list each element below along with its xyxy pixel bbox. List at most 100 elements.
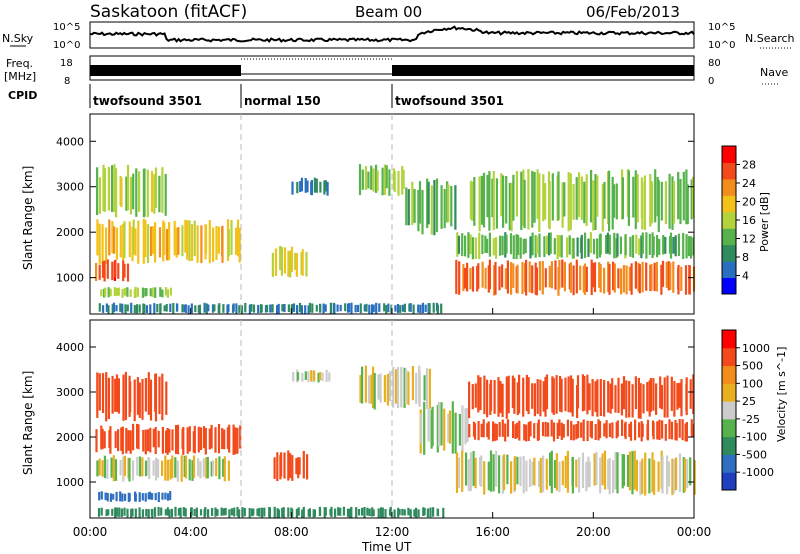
heatmap-cell: [164, 509, 167, 516]
heatmap-cell: [663, 377, 666, 418]
heatmap-cell: [298, 302, 302, 313]
heatmap-cell: [339, 304, 342, 312]
heatmap-cell: [159, 303, 162, 312]
heatmap-cell: [109, 493, 112, 502]
heatmap-cell: [398, 509, 401, 516]
heatmap-cell: [486, 174, 489, 218]
heatmap-cell: [652, 236, 655, 256]
heatmap-cell: [397, 170, 400, 196]
heatmap-cell: [421, 302, 425, 314]
heatmap-cell: [141, 457, 144, 477]
heatmap-cell: [466, 407, 469, 442]
heatmap-cell: [271, 304, 274, 313]
heatmap-cell: [250, 304, 253, 312]
heatmap-cell: [673, 380, 676, 417]
heatmap-cell: [578, 457, 581, 493]
colorbar-swatch: [722, 244, 736, 262]
heatmap-cell: [440, 303, 443, 314]
heatmap-cell: [563, 182, 566, 217]
heatmap-cell: [507, 375, 510, 414]
heatmap-cell: [426, 508, 429, 518]
heatmap-cell: [203, 302, 206, 313]
heatmap-cell: [344, 303, 347, 312]
heatmap-cell: [401, 304, 404, 312]
heatmap-cell: [297, 457, 300, 479]
heatmap-cell: [372, 168, 375, 192]
heatmap-cell: [306, 180, 309, 193]
heatmap-cell: [321, 372, 324, 382]
heatmap-cell: [504, 423, 507, 442]
heatmap-cell: [613, 232, 616, 259]
nsky-tick-low: 10^0: [53, 40, 80, 51]
heatmap-cell: [126, 263, 130, 282]
heatmap-cell: [100, 507, 103, 516]
heatmap-cell: [656, 176, 659, 217]
heatmap-cell: [582, 419, 585, 442]
heatmap-cell: [486, 238, 489, 254]
heatmap-cell: [378, 303, 381, 312]
heatmap-cell: [494, 261, 497, 295]
heatmap-cell: [280, 452, 283, 477]
heatmap-cell: [505, 234, 508, 254]
heatmap-cell: [666, 375, 669, 418]
heatmap-cell: [372, 509, 375, 517]
colorbar-tick-label: 100: [742, 377, 763, 390]
heatmap-cell: [149, 427, 152, 453]
heatmap-cell: [477, 263, 480, 289]
heatmap-cell: [230, 508, 233, 516]
cpid-segment-label: twofsound 3501: [395, 94, 504, 108]
heatmap-cell: [110, 457, 113, 478]
colorbar-tick-label: 24: [742, 177, 756, 190]
heatmap-cell: [147, 492, 150, 500]
heatmap-cell: [144, 288, 147, 297]
heatmap-cell: [105, 303, 108, 312]
heatmap-cell: [176, 460, 179, 482]
heatmap-cell: [611, 176, 614, 230]
heatmap-cell: [611, 422, 614, 439]
heatmap-cell: [603, 423, 606, 437]
heatmap-cell: [653, 460, 656, 495]
heatmap-cell: [203, 426, 206, 449]
heatmap-cell: [205, 457, 208, 479]
heatmap-cell: [124, 493, 127, 501]
heatmap-cell: [483, 375, 486, 415]
heatmap-cell: [558, 419, 561, 436]
heatmap-cell: [164, 492, 167, 500]
heatmap-cell: [572, 424, 575, 441]
heatmap-cell: [548, 232, 551, 256]
heatmap-cell: [115, 227, 118, 260]
heatmap-cell: [100, 425, 103, 450]
heatmap-cell: [290, 246, 294, 273]
heatmap-cell: [512, 263, 515, 288]
heatmap-cell: [634, 376, 637, 410]
freq-panel: Freq. [MHz] 18 8 80 0 Nave: [4, 55, 788, 87]
heatmap-cell: [113, 226, 116, 254]
heatmap-cell: [154, 222, 157, 263]
heatmap-cell: [645, 232, 648, 259]
heatmap-cell: [601, 453, 604, 486]
heatmap-cell: [287, 507, 290, 517]
heatmap-cell: [364, 365, 367, 403]
heatmap-cell: [558, 235, 561, 257]
heatmap-cell: [277, 509, 281, 518]
heatmap-cell: [589, 421, 592, 437]
heatmap-cell: [624, 234, 627, 256]
x-tick-label: 00:00: [73, 525, 108, 539]
heatmap-cell: [180, 455, 183, 482]
heatmap-cell: [346, 508, 350, 517]
heatmap-cell: [608, 458, 611, 495]
nave-tick-low: 0: [708, 76, 714, 87]
heatmap-cell: [107, 509, 110, 516]
heatmap-cell: [98, 458, 101, 476]
heatmap-cell: [199, 509, 203, 516]
heatmap-cell: [571, 456, 574, 494]
heatmap-cell: [510, 182, 513, 232]
heatmap-cell: [436, 304, 439, 314]
heatmap-cell: [333, 303, 336, 314]
heatmap-cell: [419, 304, 422, 314]
heatmap-cell: [304, 178, 307, 193]
heatmap-cell: [535, 267, 538, 296]
heatmap-cell: [682, 171, 685, 221]
heatmap-cell: [131, 508, 134, 517]
heatmap-cell: [482, 419, 485, 438]
